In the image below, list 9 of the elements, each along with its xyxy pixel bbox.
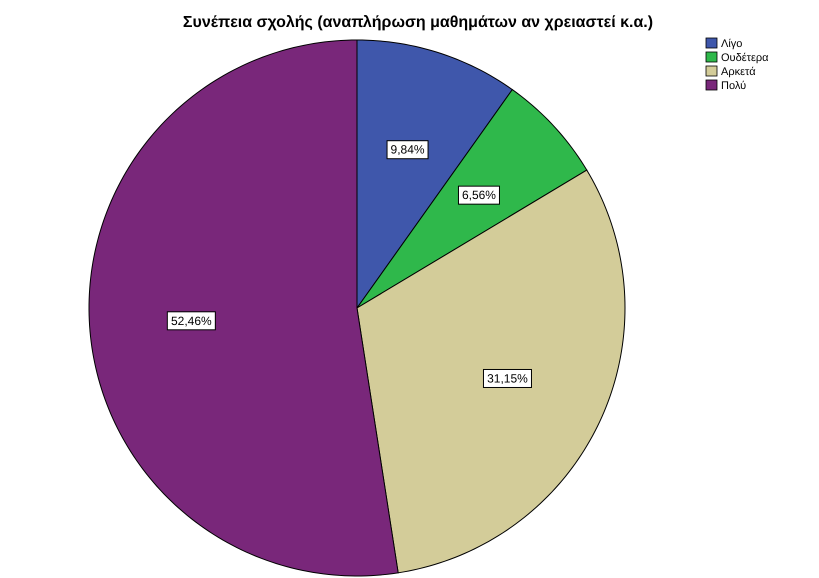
legend-label: Λίγο [721, 38, 742, 50]
data-label: 6,56% [462, 188, 496, 202]
data-label: 52,46% [170, 314, 212, 328]
data-label: 9,84% [390, 142, 425, 157]
legend-label: Πολύ [721, 80, 746, 92]
legend-label: Αρκετά [721, 66, 756, 78]
chart-title: Συνέπεια σχολής (αναπλήρωση μαθημάτων αν χρειαστεί κ.α.) [182, 14, 654, 31]
legend-label: Ουδέτερα [721, 52, 770, 64]
data-label: 31,15% [487, 371, 528, 386]
